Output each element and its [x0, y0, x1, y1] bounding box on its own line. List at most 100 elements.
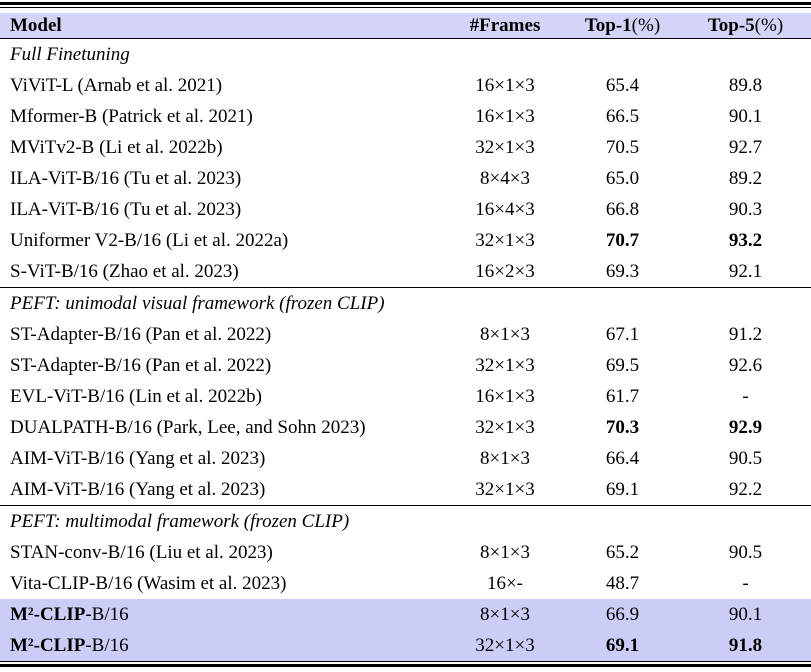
model-cell: AIM-ViT-B/16 (Yang et al. 2023) [10, 479, 266, 500]
model-cell: Mformer-B (Patrick et al. 2021) [10, 106, 253, 127]
table-row: STAN-conv-B/16 (Liu et al. 2023) 8×1×3 6… [0, 537, 811, 568]
table-row: ILA-ViT-B/16 (Tu et al. 2023) 8×4×3 65.0… [0, 163, 811, 194]
frames-cell: 16×1×3 [475, 75, 535, 96]
top5-cell: 91.8 [728, 635, 763, 656]
frames-cell: 32×1×3 [475, 479, 535, 500]
frames-cell: 32×1×3 [475, 417, 535, 438]
table-row: EVL-ViT-B/16 (Lin et al. 2022b) 16×1×3 6… [0, 381, 811, 412]
top5-cell: 92.2 [728, 479, 763, 500]
top5-cell: 89.2 [728, 168, 763, 189]
section-rule [0, 505, 811, 506]
top5-cell: 91.2 [728, 324, 763, 345]
top1-cell: 61.7 [605, 386, 640, 407]
top-rule-thick [0, 2, 811, 5]
top1-cell: 66.4 [605, 448, 640, 469]
top1-cell: 48.7 [605, 573, 640, 594]
table-row: ST-Adapter-B/16 (Pan et al. 2022) 8×1×3 … [0, 319, 811, 350]
table-row: ViViT-L (Arnab et al. 2021) 16×1×3 65.4 … [0, 70, 811, 101]
bottom-rule-thin [0, 661, 811, 662]
top1-cell: 70.7 [605, 230, 640, 251]
top1-cell: 65.2 [605, 542, 640, 563]
frames-cell: 8×1×3 [480, 324, 530, 345]
top1-cell: 69.5 [605, 355, 640, 376]
section-label: PEFT: unimodal visual framework (frozen … [10, 293, 385, 314]
table-row: MViTv2-B (Li et al. 2022b) 32×1×3 70.5 9… [0, 132, 811, 163]
model-cell: ViViT-L (Arnab et al. 2021) [10, 75, 223, 96]
column-header-model: Model [10, 15, 62, 36]
frames-cell: 8×1×3 [480, 542, 530, 563]
top1-cell: 69.3 [605, 261, 640, 282]
top1-cell: 66.8 [605, 199, 640, 220]
bottom-rule-thick [0, 664, 811, 667]
table-row: DUALPATH-B/16 (Park, Lee, and Sohn 2023)… [0, 412, 811, 443]
top1-cell: 67.1 [605, 324, 640, 345]
frames-cell: 16×2×3 [475, 261, 535, 282]
section-label: PEFT: multimodal framework (frozen CLIP) [10, 511, 350, 532]
top5-cell: 92.6 [728, 355, 763, 376]
top1-cell: 66.5 [605, 106, 640, 127]
model-cell: S-ViT-B/16 (Zhao et al. 2023) [10, 261, 239, 282]
top1-cell: 70.5 [605, 137, 640, 158]
section-label: Full Finetuning [10, 44, 130, 65]
top1-cell: 65.0 [605, 168, 640, 189]
table-row: AIM-ViT-B/16 (Yang et al. 2023) 8×1×3 66… [0, 443, 811, 474]
top5-cell: 90.3 [728, 199, 763, 220]
top5-cell: 93.2 [728, 230, 763, 251]
frames-cell: 32×1×3 [475, 137, 535, 158]
section-label-full-finetuning: Full Finetuning [0, 39, 811, 70]
top-rule-thin [0, 7, 811, 8]
model-cell: Uniformer V2-B/16 (Li et al. 2022a) [10, 230, 289, 251]
frames-cell: 8×1×3 [480, 448, 530, 469]
top5-cell: 92.9 [728, 417, 763, 438]
model-cell: Vita-CLIP-B/16 (Wasim et al. 2023) [10, 573, 287, 594]
column-header-top5: Top-5(%) [707, 15, 784, 36]
model-cell: ILA-ViT-B/16 (Tu et al. 2023) [10, 168, 242, 189]
table-row-ours: M²-CLIP-B/16 32×1×3 69.1 91.8 [0, 630, 811, 661]
top1-cell: 69.1 [605, 635, 640, 656]
header-rule [0, 38, 811, 39]
model-cell: ST-Adapter-B/16 (Pan et al. 2022) [10, 324, 272, 345]
frames-cell: 16×- [486, 573, 524, 594]
top5-cell: - [742, 386, 749, 407]
model-cell: ST-Adapter-B/16 (Pan et al. 2022) [10, 355, 272, 376]
top5-cell: 89.8 [728, 75, 763, 96]
top5-cell: 90.1 [728, 604, 763, 625]
model-cell: M²-CLIP-B/16 [10, 604, 129, 625]
table-row: AIM-ViT-B/16 (Yang et al. 2023) 32×1×3 6… [0, 474, 811, 505]
table-row-ours: M²-CLIP-B/16 8×1×3 66.9 90.1 [0, 599, 811, 630]
top1-cell: 69.1 [605, 479, 640, 500]
frames-cell: 8×1×3 [480, 604, 530, 625]
table-row: S-ViT-B/16 (Zhao et al. 2023) 16×2×3 69.… [0, 256, 811, 287]
frames-cell: 32×1×3 [475, 230, 535, 251]
top1-cell: 70.3 [605, 417, 640, 438]
top1-cell: 65.4 [605, 75, 640, 96]
frames-cell: 32×1×3 [475, 355, 535, 376]
top5-cell: - [742, 573, 749, 594]
frames-cell: 32×1×3 [475, 635, 535, 656]
top5-cell: 90.5 [728, 448, 763, 469]
top5-cell: 90.5 [728, 542, 763, 563]
table-header-row: Model #Frames Top-1(%) Top-5(%) [0, 13, 811, 38]
table-row: Vita-CLIP-B/16 (Wasim et al. 2023) 16×- … [0, 568, 811, 599]
top1-cell: 66.9 [605, 604, 640, 625]
section-label-peft-multimodal: PEFT: multimodal framework (frozen CLIP) [0, 506, 811, 537]
table-row: ST-Adapter-B/16 (Pan et al. 2022) 32×1×3… [0, 350, 811, 381]
table-row: Uniformer V2-B/16 (Li et al. 2022a) 32×1… [0, 225, 811, 256]
model-cell: AIM-ViT-B/16 (Yang et al. 2023) [10, 448, 266, 469]
model-cell: DUALPATH-B/16 (Park, Lee, and Sohn 2023) [10, 417, 366, 438]
section-label-peft-unimodal: PEFT: unimodal visual framework (frozen … [0, 288, 811, 319]
top5-cell: 92.7 [728, 137, 763, 158]
frames-cell: 16×4×3 [475, 199, 535, 220]
table-row: Mformer-B (Patrick et al. 2021) 16×1×3 6… [0, 101, 811, 132]
column-header-frames: #Frames [469, 15, 541, 36]
top5-cell: 92.1 [728, 261, 763, 282]
model-cell: MViTv2-B (Li et al. 2022b) [10, 137, 223, 158]
model-cell: M²-CLIP-B/16 [10, 635, 129, 656]
column-header-top1: Top-1(%) [584, 15, 661, 36]
frames-cell: 16×1×3 [475, 106, 535, 127]
section-rule [0, 287, 811, 288]
model-cell: STAN-conv-B/16 (Liu et al. 2023) [10, 542, 273, 563]
frames-cell: 8×4×3 [480, 168, 530, 189]
frames-cell: 16×1×3 [475, 386, 535, 407]
